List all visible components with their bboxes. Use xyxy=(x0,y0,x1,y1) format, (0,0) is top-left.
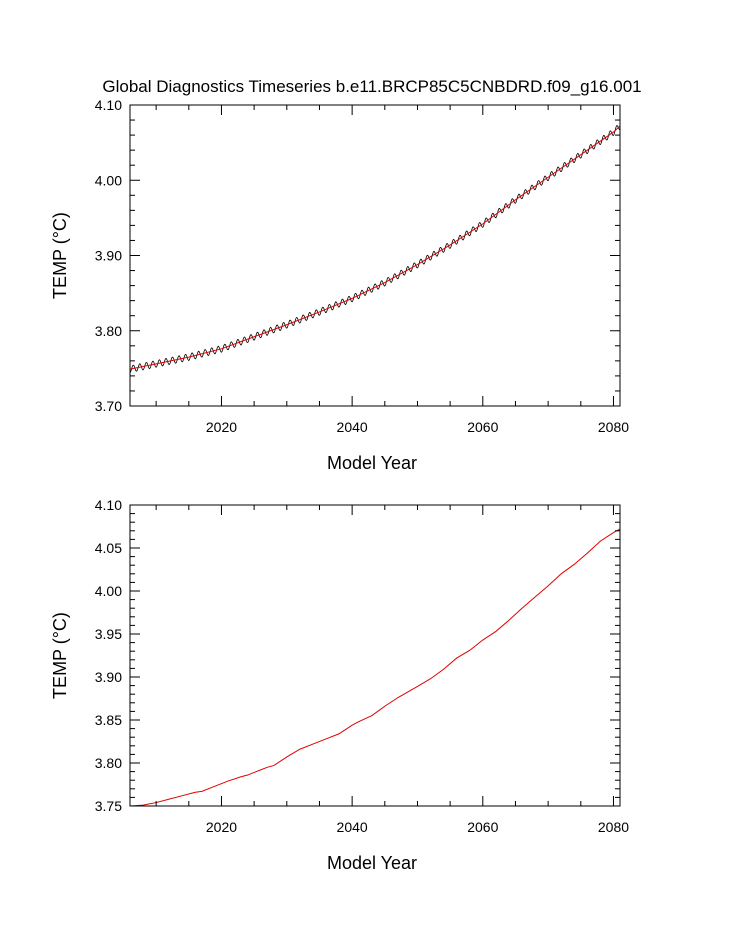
y-tick-label: 4.05 xyxy=(95,540,122,556)
series-line-annual-mean xyxy=(130,528,620,806)
bottom-panel: 2020 2040 2060 2080 3.75 3.80 3.85 3.90 3.95 4.00… xyxy=(50,497,629,873)
y-tick-label: 4.00 xyxy=(95,172,122,188)
y-tick-label: 3.80 xyxy=(95,323,122,339)
y-tick-label: 3.90 xyxy=(95,669,122,685)
series-line-annual-mean xyxy=(130,125,620,370)
y-tick-label: 3.80 xyxy=(95,755,122,771)
figure-title: Global Diagnostics Timeseries b.e11.BRCP… xyxy=(102,77,641,96)
y-tick-label: 4.10 xyxy=(95,497,122,513)
y-tick-label: 4.10 xyxy=(95,97,122,113)
x-tick-label: 2020 xyxy=(206,419,237,435)
x-tick-label: 2020 xyxy=(206,819,237,835)
x-tick-label: 2040 xyxy=(337,419,368,435)
y-tick-label: 3.70 xyxy=(95,398,122,414)
y-axis-title: TEMP (°C) xyxy=(50,212,70,299)
plot-frame xyxy=(129,504,621,807)
x-tick-label: 2080 xyxy=(598,419,629,435)
y-tick-label: 3.95 xyxy=(95,626,122,642)
series-line-monthly-oscillating xyxy=(130,125,620,373)
y-tick-label: 3.90 xyxy=(95,248,122,264)
y-tick-label: 3.85 xyxy=(95,712,122,728)
y-axis-title: TEMP (°C) xyxy=(50,612,70,699)
x-tick-label: 2060 xyxy=(467,819,498,835)
x-tick-label: 2060 xyxy=(467,419,498,435)
x-tick-label: 2080 xyxy=(598,819,629,835)
x-axis-title: Model Year xyxy=(327,453,417,473)
y-tick-label: 4.00 xyxy=(95,583,122,599)
x-axis-title: Model Year xyxy=(327,853,417,873)
top-panel: 2020 2040 2060 2080 3.70 3.80 3.90 4.00 4.10 Mode… xyxy=(50,97,629,473)
x-tick-label: 2040 xyxy=(337,819,368,835)
y-tick-label: 3.75 xyxy=(95,798,122,814)
plot-frame xyxy=(129,104,621,407)
